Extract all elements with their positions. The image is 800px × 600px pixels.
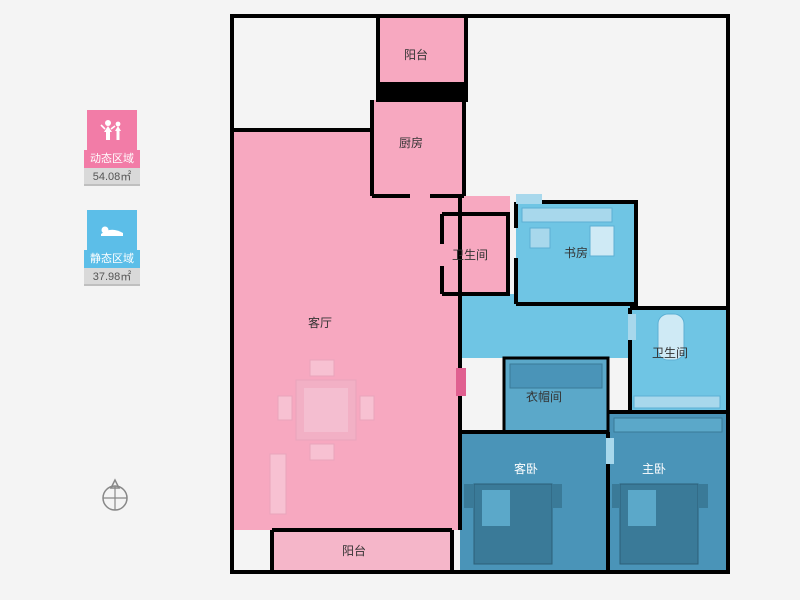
sleep-icon bbox=[87, 210, 137, 250]
compass-icon bbox=[100, 478, 130, 519]
legend-dynamic-value: 54.08㎡ bbox=[84, 168, 140, 186]
label-bath1: 卫生间 bbox=[452, 246, 488, 263]
label-balcony-bottom: 阳台 bbox=[342, 542, 366, 559]
wardrobe-furniture bbox=[510, 364, 602, 388]
legend-static-label: 静态区域 bbox=[84, 250, 140, 268]
label-master: 主卧 bbox=[642, 460, 666, 477]
people-icon bbox=[87, 110, 137, 150]
label-living: 客厅 bbox=[308, 314, 332, 331]
legend-static-value: 37.98㎡ bbox=[84, 268, 140, 286]
label-balcony-top: 阳台 bbox=[404, 46, 428, 63]
label-guest: 客卧 bbox=[514, 460, 538, 477]
legend-dynamic-label: 动态区域 bbox=[84, 150, 140, 168]
label-wardrobe: 衣帽间 bbox=[526, 388, 562, 405]
legend-dynamic: 动态区域 54.08㎡ bbox=[80, 110, 144, 186]
label-study: 书房 bbox=[564, 244, 588, 261]
legend: 动态区域 54.08㎡ 静态区域 37.98㎡ bbox=[80, 110, 144, 310]
legend-static: 静态区域 37.98㎡ bbox=[80, 210, 144, 286]
guest-bed bbox=[464, 484, 562, 564]
label-kitchen: 厨房 bbox=[399, 134, 423, 151]
label-bath2: 卫生间 bbox=[652, 344, 688, 361]
floorplan: 阳台 厨房 卫生间 客厅 阳台 书房 卫生间 衣帽间 客卧 主卧 bbox=[230, 14, 730, 574]
